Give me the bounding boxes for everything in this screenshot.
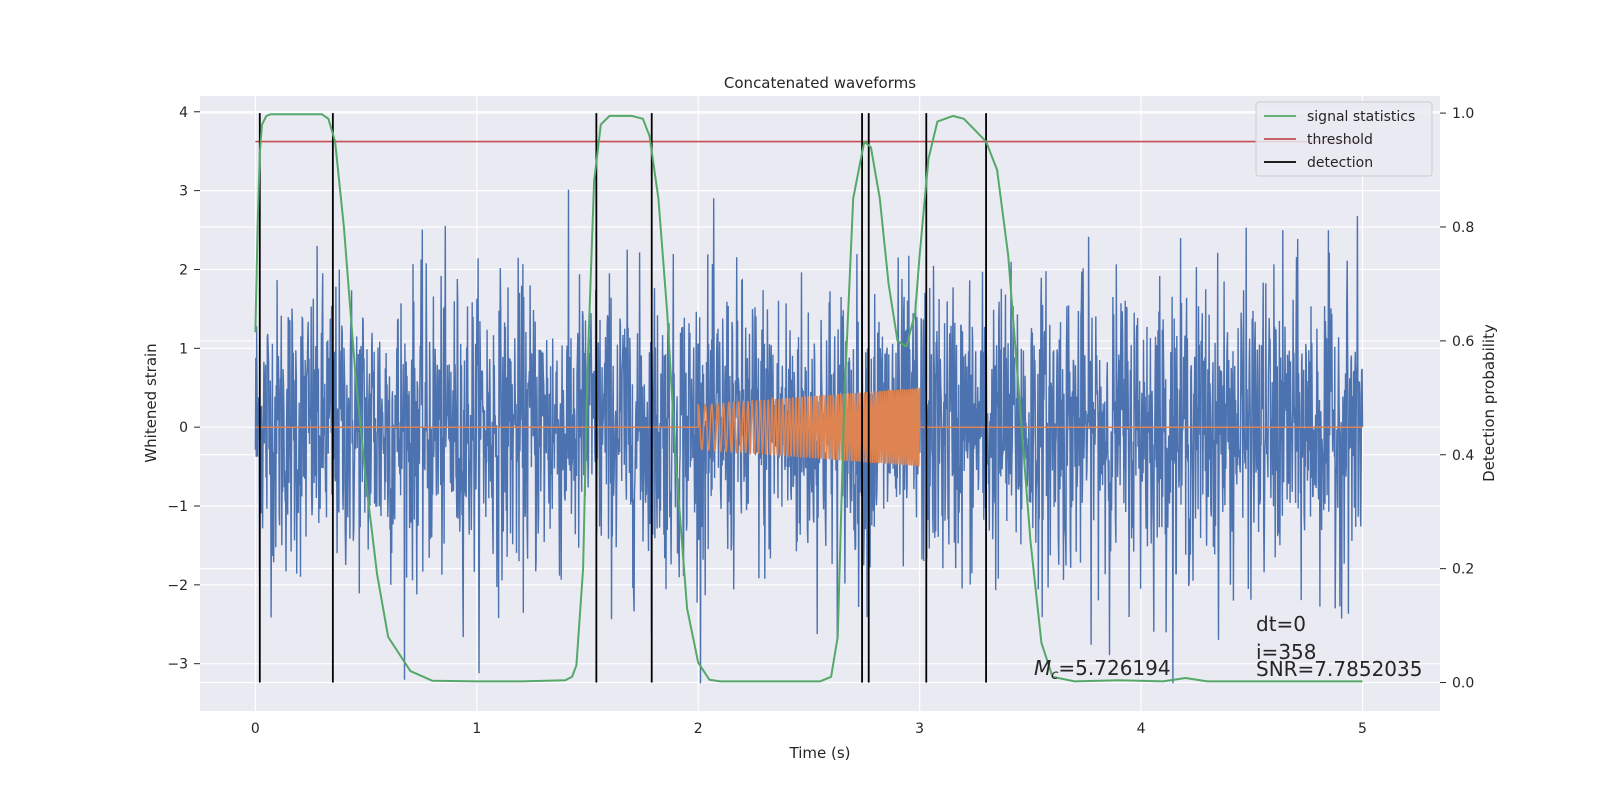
y-tick-label-4: 1 [179, 341, 188, 357]
legend: signal statistics threshold detection [1255, 101, 1433, 177]
annotation-chirp-mass: Mc=5.726194 [1034, 656, 1171, 683]
ticks: 0 1 2 3 4 5 −3 −2 −1 0 1 2 3 4 0.0 0.2 0.4 0.6 0.8 1.0 [167, 105, 1474, 737]
y-tick-label-1: −2 [167, 578, 188, 594]
annotation-chirp-mass-subscript: c [1051, 668, 1058, 683]
legend-label-signal-statistics: signal statistics [1307, 109, 1415, 125]
y-tick-label-7: 4 [179, 105, 188, 121]
x-tick-label-0: 0 [251, 721, 260, 737]
y-axis-label: Whitened strain [142, 343, 160, 462]
chart-title: Concatenated waveforms [724, 74, 916, 92]
y-tick-label-2: −1 [167, 499, 188, 515]
legend-box [1255, 101, 1433, 177]
template-series-line [255, 387, 1363, 467]
annotation-dt: dt=0 [1256, 612, 1306, 636]
annotation-chirp-mass-value: =5.726194 [1058, 656, 1170, 680]
y2-tick-label-4: 0.8 [1452, 220, 1474, 236]
y2-tick-label-2: 0.4 [1452, 448, 1474, 464]
x-tick-label-4: 4 [1137, 721, 1146, 737]
y2-tick-label-0: 0.0 [1452, 676, 1474, 692]
y-tick-label-5: 2 [179, 262, 188, 278]
annotation-snr: SNR=7.7852035 [1256, 657, 1422, 681]
y2-tick-label-1: 0.2 [1452, 562, 1474, 578]
legend-label-threshold: threshold [1307, 132, 1373, 148]
x-tick-label-1: 1 [472, 721, 481, 737]
data-layer [254, 113, 1364, 684]
y-tick-label-6: 3 [179, 184, 188, 200]
x-tick-label-2: 2 [694, 721, 703, 737]
annotation-chirp-mass-symbol: M [1034, 656, 1051, 680]
annotation-i: i=358 [1256, 640, 1317, 664]
signal-statistics-line [254, 113, 1363, 683]
y-tick-label-3: 0 [179, 420, 188, 436]
y2-tick-label-5: 1.0 [1452, 106, 1474, 122]
y-tick-label-0: −3 [167, 657, 188, 673]
legend-label-detection: detection [1307, 155, 1373, 171]
x-tick-label-5: 5 [1358, 721, 1367, 737]
y2-tick-label-3: 0.6 [1452, 334, 1474, 350]
x-tick-label-3: 3 [915, 721, 924, 737]
y2-axis-label: Detection probability [1480, 324, 1498, 482]
x-axis-label: Time (s) [789, 744, 851, 762]
